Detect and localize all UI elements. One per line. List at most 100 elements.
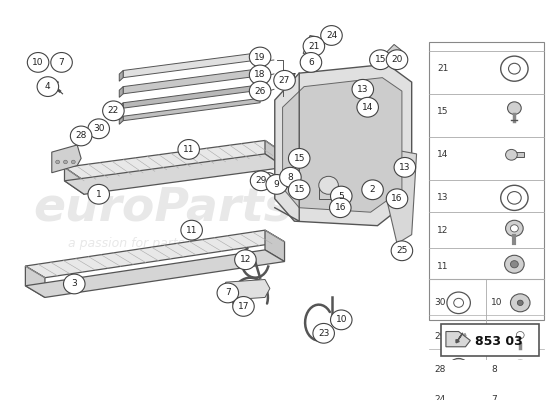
Circle shape [262, 173, 276, 185]
Circle shape [500, 56, 528, 81]
Circle shape [370, 50, 391, 70]
Text: 14: 14 [362, 103, 373, 112]
Text: 3: 3 [72, 280, 77, 288]
Text: 17: 17 [238, 302, 249, 311]
Circle shape [249, 47, 271, 67]
Polygon shape [446, 332, 470, 347]
Circle shape [394, 158, 416, 177]
Circle shape [321, 26, 342, 45]
Bar [441, 324, 539, 356]
Text: 24: 24 [326, 31, 337, 40]
Text: 13: 13 [437, 193, 449, 202]
Circle shape [63, 160, 68, 164]
Circle shape [51, 52, 72, 72]
Text: 28: 28 [434, 365, 446, 374]
Polygon shape [123, 69, 260, 94]
Text: 19: 19 [254, 52, 266, 62]
Circle shape [329, 198, 351, 218]
Circle shape [386, 50, 408, 70]
Polygon shape [283, 78, 402, 212]
Text: 12: 12 [437, 226, 448, 235]
Circle shape [249, 65, 271, 85]
Text: 10: 10 [32, 58, 44, 67]
Circle shape [352, 80, 373, 99]
Polygon shape [119, 116, 123, 124]
Circle shape [510, 261, 518, 268]
Circle shape [449, 358, 469, 376]
Circle shape [70, 126, 92, 146]
Text: 26: 26 [255, 86, 266, 96]
Circle shape [88, 184, 109, 204]
Circle shape [331, 186, 352, 206]
Circle shape [508, 102, 521, 114]
Circle shape [266, 174, 288, 194]
Text: 23: 23 [318, 329, 329, 338]
Circle shape [313, 324, 334, 343]
Circle shape [357, 97, 378, 117]
Circle shape [88, 119, 109, 139]
Circle shape [249, 81, 271, 101]
Polygon shape [119, 103, 123, 112]
Text: 21: 21 [308, 42, 320, 51]
Text: 9: 9 [491, 332, 497, 342]
Text: 7: 7 [225, 288, 230, 298]
Bar [430, 42, 544, 320]
Polygon shape [119, 87, 123, 97]
Text: 12: 12 [240, 255, 251, 264]
Circle shape [28, 52, 49, 72]
Text: 7: 7 [491, 395, 497, 400]
Text: 24: 24 [434, 395, 446, 400]
Circle shape [504, 255, 524, 273]
Circle shape [279, 167, 301, 187]
Circle shape [455, 364, 463, 371]
Circle shape [510, 225, 518, 232]
Text: 9: 9 [274, 180, 279, 189]
Text: 7: 7 [59, 58, 64, 67]
Circle shape [233, 296, 254, 316]
Circle shape [319, 176, 338, 194]
Polygon shape [265, 230, 284, 262]
Text: 4: 4 [45, 82, 51, 91]
Text: 22: 22 [108, 106, 119, 115]
Circle shape [510, 326, 530, 344]
Text: 8: 8 [491, 365, 497, 374]
Circle shape [37, 77, 59, 96]
Circle shape [456, 328, 472, 342]
Polygon shape [25, 250, 284, 298]
Circle shape [505, 150, 518, 160]
Polygon shape [123, 98, 260, 121]
Circle shape [362, 180, 383, 200]
Text: 27: 27 [279, 76, 290, 85]
Text: 16: 16 [391, 194, 403, 203]
Text: 13: 13 [357, 85, 368, 94]
Circle shape [303, 36, 324, 56]
Circle shape [510, 360, 530, 378]
Text: euroParts: euroParts [33, 185, 292, 230]
Text: 6: 6 [308, 58, 314, 67]
Text: 30: 30 [93, 124, 104, 133]
Circle shape [178, 140, 200, 159]
Circle shape [509, 63, 520, 74]
Circle shape [518, 300, 523, 306]
Polygon shape [514, 396, 526, 400]
Circle shape [103, 101, 124, 121]
Text: 30: 30 [434, 298, 446, 307]
Circle shape [56, 160, 59, 164]
Circle shape [454, 298, 464, 307]
Text: 25: 25 [396, 246, 408, 255]
Circle shape [72, 160, 75, 164]
Circle shape [250, 171, 272, 191]
Circle shape [181, 220, 202, 240]
Polygon shape [119, 70, 123, 81]
Polygon shape [386, 44, 402, 60]
Text: 11: 11 [437, 262, 449, 270]
Text: 27: 27 [284, 73, 297, 83]
Text: a passion for parts since 1985: a passion for parts since 1985 [68, 237, 257, 250]
Text: 11: 11 [183, 145, 195, 154]
Circle shape [274, 70, 295, 90]
Polygon shape [25, 230, 284, 278]
Circle shape [456, 391, 472, 400]
Circle shape [508, 192, 521, 204]
Circle shape [300, 52, 322, 72]
FancyArrow shape [456, 333, 463, 343]
